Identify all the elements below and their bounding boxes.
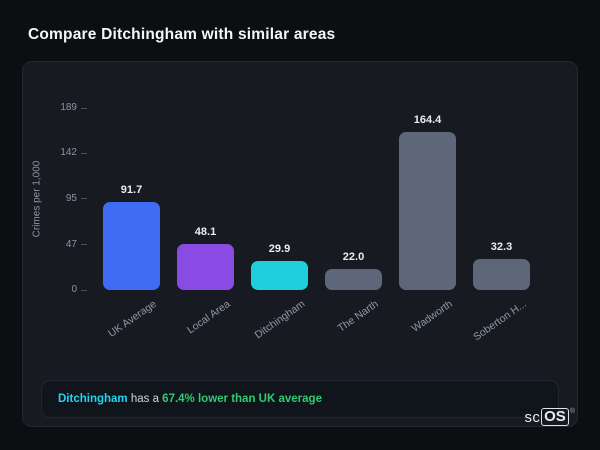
bar-value-label: 29.9 [268, 243, 291, 256]
bars-container: 91.7 UK Average 48.1 Local Area 29.9 Ditching… [95, 108, 533, 343]
y-tick: 142 [60, 147, 87, 159]
chart-card: Crimes per 1,000 189 142 95 47 0 91.7 UK Aver… [22, 61, 578, 427]
y-tick: 0 [71, 284, 87, 296]
y-axis-label: Crimes per 1,000 [31, 160, 43, 238]
bar-group: 48.1 Local Area [177, 108, 234, 336]
bar-group: 91.7 UK Average [103, 108, 160, 340]
summary-note: Ditchingham has a 67.4% lower than UK av… [41, 380, 559, 418]
y-tick: 189 [60, 102, 87, 114]
logo-text-sc: sc [524, 408, 541, 426]
note-middle-text: has a [127, 393, 163, 405]
bar-chart: Crimes per 1,000 189 142 95 47 0 91.7 UK Aver… [32, 102, 533, 343]
x-axis-label: The Narth [335, 298, 381, 335]
note-area-name: Ditchingham [58, 393, 128, 405]
bar-value-label: 91.7 [120, 183, 143, 196]
y-tick-mark [81, 107, 87, 109]
bar-value-label: 32.3 [490, 240, 513, 253]
y-axis-ticks: 189 142 95 47 0 [45, 102, 87, 295]
bar [325, 268, 382, 290]
bar [251, 261, 308, 290]
y-tick-label: 0 [71, 284, 77, 295]
y-tick-label: 95 [65, 192, 77, 204]
note-highlight-text: 67.4% lower than UK average [162, 393, 322, 405]
bar-group: 29.9 Ditchingham [251, 108, 308, 341]
y-tick-mark [81, 289, 87, 291]
bar-group: 32.3 Soberton H... [471, 108, 530, 343]
y-tick-mark [81, 198, 87, 200]
bar-value-label: 22.0 [342, 250, 365, 263]
y-tick: 47 [66, 239, 87, 251]
page-title: Compare Ditchingham with similar areas [28, 26, 336, 43]
bar [399, 131, 456, 290]
bar [103, 201, 160, 290]
bar [473, 258, 530, 290]
y-tick-label: 142 [60, 147, 77, 159]
bar-value-label: 164.4 [413, 113, 442, 126]
bar [177, 243, 234, 290]
bar-group: 22.0 The Narth [325, 108, 382, 335]
y-tick-mark [81, 244, 87, 246]
bar-group: 164.4 Wadworth [399, 108, 456, 335]
x-axis-label: Soberton H... [471, 298, 529, 344]
y-tick-mark [81, 152, 87, 154]
y-tick: 95 [66, 193, 87, 205]
logo-registered-icon: ® [569, 408, 575, 415]
scos-logo: sc OS ® [525, 408, 575, 426]
x-axis-label: Local Area [185, 298, 233, 337]
x-axis-label: Ditchingham [252, 298, 307, 342]
bar-value-label: 48.1 [194, 225, 217, 238]
x-axis-label: UK Average [106, 298, 159, 340]
y-tick-label: 189 [60, 102, 77, 113]
x-axis-label: Wadworth [409, 298, 455, 335]
y-tick-label: 47 [65, 238, 77, 250]
logo-text-os: OS [541, 408, 569, 426]
